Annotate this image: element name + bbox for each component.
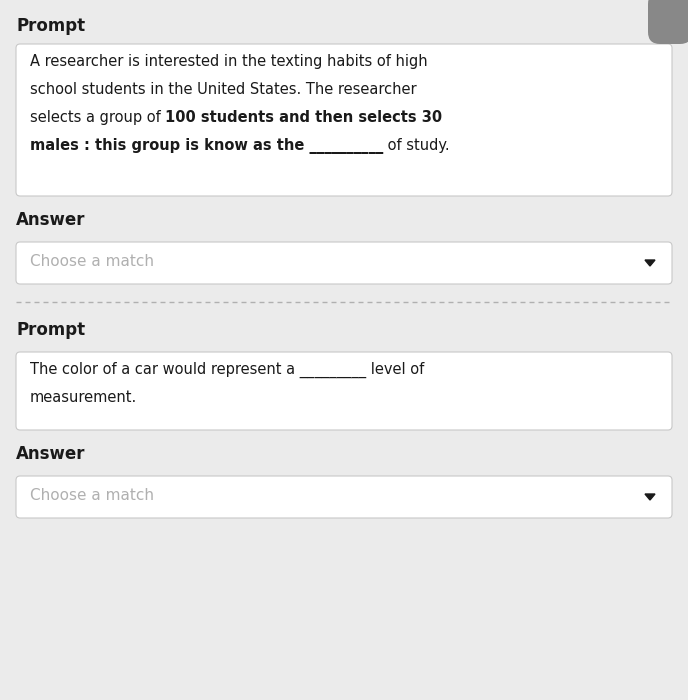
Text: Prompt: Prompt [16,17,85,35]
Text: males : this group is know as the __________: males : this group is know as the ______… [30,138,383,154]
Text: A researcher is interested in the texting habits of high: A researcher is interested in the textin… [30,54,428,69]
FancyBboxPatch shape [16,242,672,284]
FancyBboxPatch shape [16,476,672,518]
Text: Prompt: Prompt [16,321,85,339]
Text: Answer: Answer [16,445,85,463]
Polygon shape [645,260,655,266]
Text: of study.: of study. [383,138,450,153]
Text: selects a group of: selects a group of [30,110,165,125]
FancyBboxPatch shape [16,44,672,196]
FancyBboxPatch shape [16,352,672,430]
Text: The color of a car would represent a _________ level of: The color of a car would represent a ___… [30,362,424,378]
Text: Answer: Answer [16,211,85,229]
Text: Choose a match: Choose a match [30,489,154,503]
Polygon shape [645,494,655,500]
Text: Choose a match: Choose a match [30,255,154,270]
Text: measurement.: measurement. [30,390,137,405]
Text: 100 students and then selects 30: 100 students and then selects 30 [165,110,442,125]
Text: school students in the United States. The researcher: school students in the United States. Th… [30,82,417,97]
FancyBboxPatch shape [648,0,688,44]
